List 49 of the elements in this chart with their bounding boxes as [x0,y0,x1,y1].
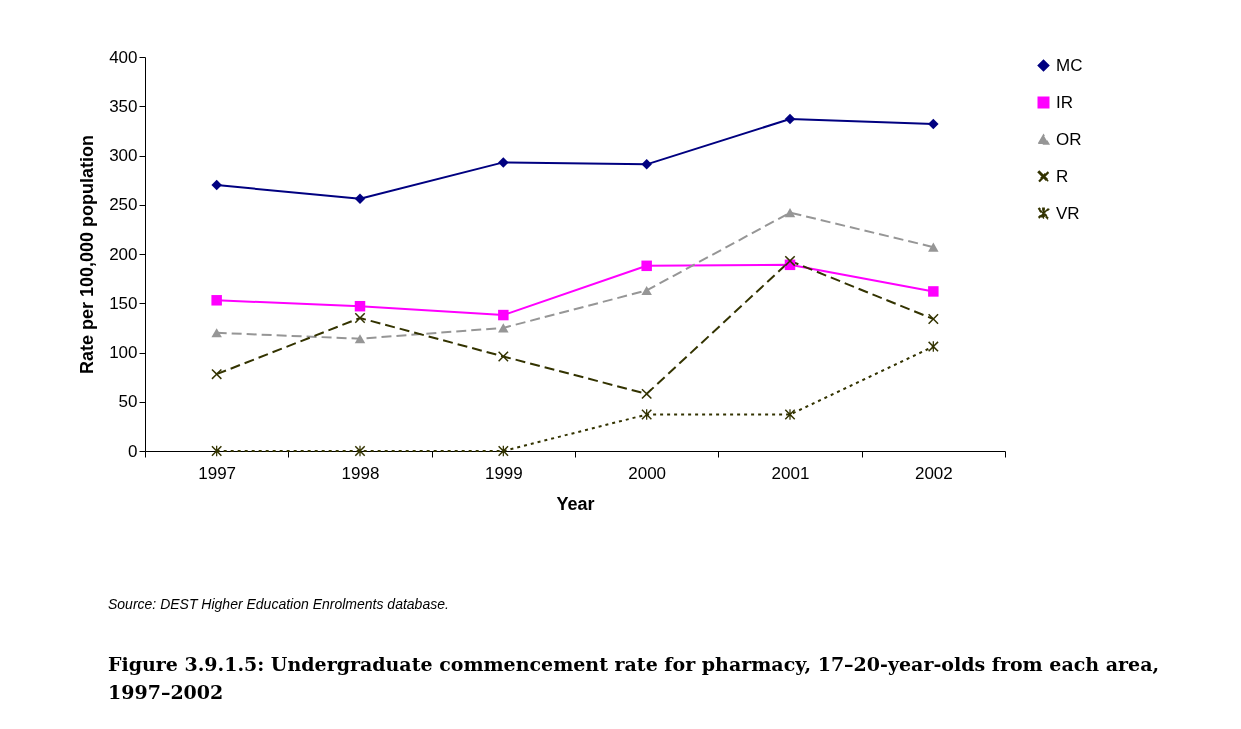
point [354,334,366,344]
point [354,312,366,324]
point [928,286,939,297]
point [211,179,222,191]
point [211,328,222,338]
point [641,260,652,272]
y-tick-label: 400 [109,47,138,67]
legend-label: OR [1056,129,1082,149]
x-tick-label: 1997 [198,463,237,483]
legend-label: IR [1056,92,1073,112]
point [211,368,222,380]
point [354,300,366,312]
legend-label: MC [1056,55,1083,75]
point [928,313,939,325]
x-axis-title: Year [556,493,595,514]
point [784,409,796,420]
point [784,255,796,267]
legend-label: R [1056,166,1069,186]
point [498,157,509,168]
legend-label: VR [1056,203,1080,223]
x-tick-label: 2002 [914,463,953,483]
point [211,295,222,306]
point [498,323,509,333]
point [498,351,509,362]
point [784,113,796,125]
text: Figure 3.9.1.5: Undergraduate commencement rate for pharmacy, 17–20-year-olds from each area, 1997–2002 [108,652,1161,705]
point [641,159,652,170]
x-tick-label: 1998 [341,463,380,483]
point [641,388,652,400]
x-tick-label: 2000 [628,463,667,483]
y-tick-label: 100 [109,343,138,362]
y-axis-title: Rate per 100,000 population [77,134,98,375]
y-tick-label: 200 [109,244,138,264]
point [354,445,366,457]
point [641,285,652,295]
y-tick-label: 300 [109,146,138,165]
y-tick-label: 350 [109,96,138,116]
x-tick-label: 1999 [484,463,523,483]
point [354,193,366,205]
source-note: Source: DEST Higher Education Enrolments database. [108,596,449,612]
x-tick-label: 2001 [771,463,810,483]
y-tick-label: 250 [109,195,138,215]
point [784,208,796,218]
point [928,242,939,252]
y-tick-label: 50 [118,392,138,412]
y-tick-label: 0 [128,441,138,461]
point [498,309,509,321]
point [928,118,939,130]
y-tick-label: 150 [109,293,138,313]
